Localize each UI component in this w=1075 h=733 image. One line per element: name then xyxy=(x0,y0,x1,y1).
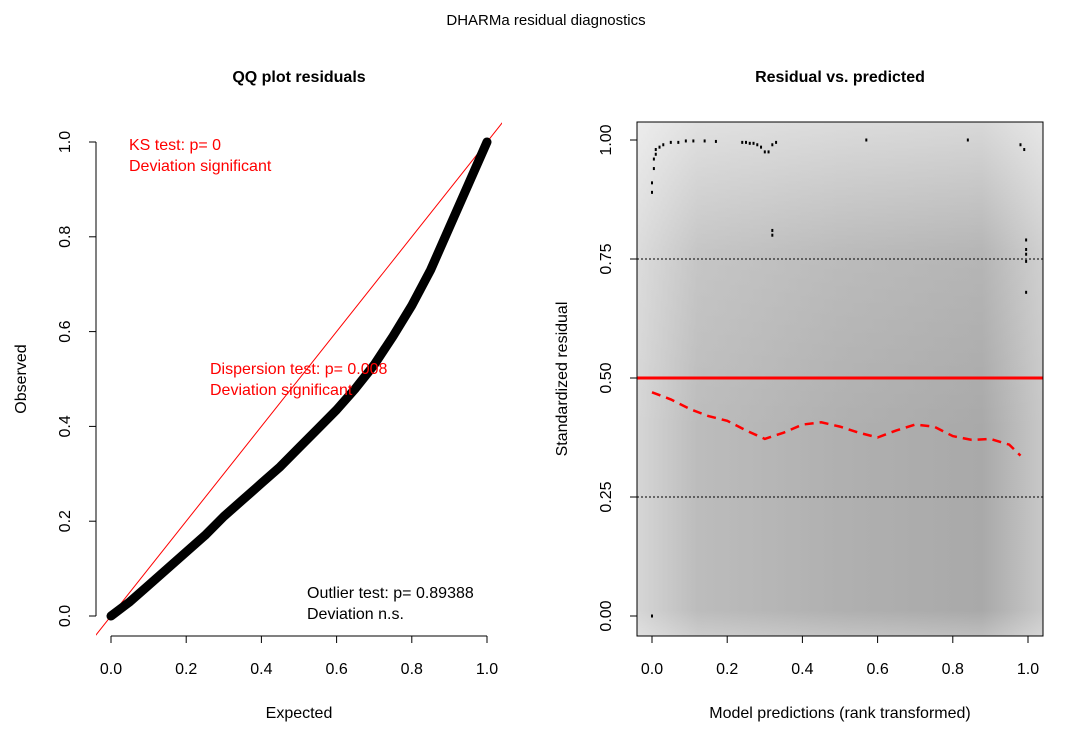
residual-y-tick-label: 0.50 xyxy=(598,362,615,393)
outlier-point xyxy=(652,167,655,171)
figure-title: DHARMa residual diagnostics xyxy=(446,12,645,29)
residual-x-tick-label: 0.0 xyxy=(641,661,663,678)
outlier-point xyxy=(658,145,661,149)
outlier-test-text: Outlier test: p= 0.89388 xyxy=(307,585,474,602)
dispersion-test-text: Dispersion test: p= 0.008 xyxy=(210,361,388,378)
outlier-point xyxy=(1025,252,1028,256)
qq-x-tick-label: 1.0 xyxy=(476,661,498,678)
outlier-point xyxy=(966,138,969,142)
outlier-point xyxy=(1025,238,1028,242)
outlier-point xyxy=(1025,259,1028,263)
outlier-point xyxy=(865,138,868,142)
qq-y-tick-label: 0.0 xyxy=(57,605,74,627)
outlier-point xyxy=(752,141,755,145)
outlier-point xyxy=(775,140,778,144)
outlier-point xyxy=(703,139,706,143)
residual-y-tick-label: 0.00 xyxy=(598,600,615,631)
outlier-point xyxy=(651,190,653,194)
outlier-point xyxy=(771,233,774,237)
dispersion-test-result: Deviation significant xyxy=(210,382,353,399)
qq-y-tick-label: 0.6 xyxy=(57,320,74,342)
outlier-point xyxy=(714,139,717,143)
outlier-point xyxy=(771,228,774,232)
residual-y-axis-label: Standardized residual xyxy=(554,302,571,457)
qq-y-tick-label: 0.8 xyxy=(57,226,74,248)
outlier-point xyxy=(1023,148,1026,152)
outlier-point xyxy=(767,150,770,154)
qq-y-tick-label: 0.2 xyxy=(57,510,74,532)
outlier-point xyxy=(651,181,653,185)
outlier-point xyxy=(756,143,759,147)
residual-x-tick-label: 0.6 xyxy=(866,661,888,678)
qq-x-tick-label: 0.0 xyxy=(100,661,122,678)
residual-y-tick-label: 0.75 xyxy=(598,243,615,274)
outlier-point xyxy=(763,150,766,154)
qq-reference-line xyxy=(96,122,502,636)
outlier-point xyxy=(745,140,747,144)
smooth-spline-line xyxy=(651,391,1022,457)
residual-vs-predicted-panel: Residual vs. predicted 0.0 0.2 0.4 0.6 0.8 1.… xyxy=(554,69,1044,722)
outlier-point xyxy=(677,140,680,144)
outlier-point xyxy=(692,139,695,143)
qq-x-tick-label: 0.2 xyxy=(175,661,197,678)
qq-y-tick-label: 1.0 xyxy=(57,131,74,153)
outlier-point xyxy=(652,157,655,161)
qq-plot-title: QQ plot residuals xyxy=(232,69,365,86)
residual-plot-frame xyxy=(636,121,1044,637)
outlier-point xyxy=(654,148,657,152)
outlier-point xyxy=(662,143,665,147)
outlier-point xyxy=(1025,290,1028,294)
outlier-point xyxy=(684,139,687,143)
outlier-point xyxy=(771,143,774,147)
outlier-point xyxy=(760,145,763,149)
outlier-point xyxy=(654,152,657,156)
qq-y-tick-label: 0.4 xyxy=(57,415,74,437)
outlier-point xyxy=(741,140,744,144)
outlier-test-result: Deviation n.s. xyxy=(307,606,404,623)
outlier-points xyxy=(651,138,1028,618)
residual-y-tick-label: 1.00 xyxy=(598,124,615,155)
residual-plot-title: Residual vs. predicted xyxy=(755,69,925,86)
residual-y-tick-label: 0.25 xyxy=(598,481,615,512)
outlier-point xyxy=(748,141,751,145)
qq-residual-curve xyxy=(106,137,492,621)
qq-x-tick-label: 0.8 xyxy=(401,661,423,678)
outlier-point xyxy=(1019,143,1022,147)
outlier-point xyxy=(669,140,672,144)
qq-x-tick-label: 0.4 xyxy=(250,661,272,678)
qq-x-axis: 0.0 0.2 0.4 0.6 0.8 1.0 xyxy=(100,635,498,678)
outlier-point xyxy=(1025,247,1028,251)
residual-x-tick-label: 1.0 xyxy=(1017,661,1039,678)
reference-lines xyxy=(637,258,1043,498)
ks-test-result: Deviation significant xyxy=(129,158,272,175)
qq-x-tick-label: 0.6 xyxy=(325,661,347,678)
qq-y-axis-label: Observed xyxy=(13,344,30,413)
residual-x-tick-label: 0.8 xyxy=(942,661,964,678)
residual-x-axis-label: Model predictions (rank transformed) xyxy=(709,705,970,722)
residual-x-axis: 0.0 0.2 0.4 0.6 0.8 1.0 xyxy=(641,635,1039,678)
ks-test-text: KS test: p= 0 xyxy=(129,137,221,154)
qq-y-axis: 0.0 0.2 0.4 0.6 0.8 1.0 xyxy=(57,131,97,627)
qq-plot-panel: QQ plot residuals 0.0 0.2 0.4 0.6 0.8 1.0 0.0… xyxy=(13,69,502,722)
residual-y-axis: 0.00 0.25 0.50 0.75 1.00 xyxy=(598,124,638,632)
residual-x-tick-label: 0.4 xyxy=(791,661,813,678)
qq-x-axis-label: Expected xyxy=(266,705,333,722)
residual-x-tick-label: 0.2 xyxy=(716,661,738,678)
outlier-point xyxy=(651,614,653,618)
